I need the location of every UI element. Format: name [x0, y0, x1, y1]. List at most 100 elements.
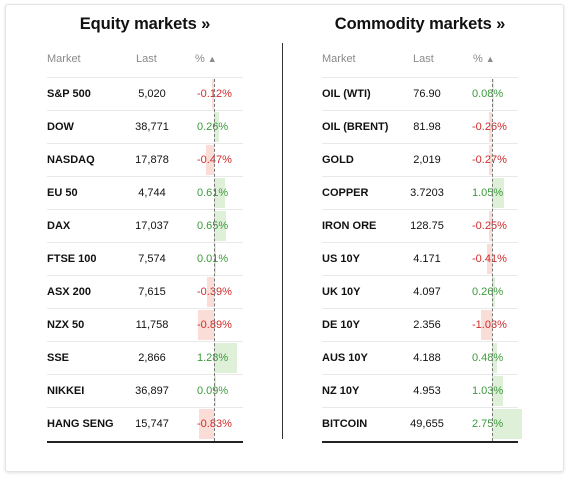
market-name[interactable]: DAX	[47, 220, 71, 232]
positive-change-bar	[492, 79, 494, 109]
commodity-col-last[interactable]: Last	[413, 53, 434, 65]
positive-change-bar	[492, 409, 523, 439]
table-row[interactable]: COPPER 3.7203 1.05%	[322, 176, 518, 209]
market-name[interactable]: NIKKEI	[47, 385, 85, 397]
equity-table-body: S&P 500 5,020 -0.12% DOW 38,771 0.26% NASDAQ 17…	[47, 77, 243, 440]
percent-change: -0.12%	[197, 88, 232, 100]
market-name[interactable]: DOW	[47, 121, 74, 133]
table-row[interactable]: AUS 10Y 4.188 0.48%	[322, 341, 518, 374]
table-row[interactable]: UK 10Y 4.097 0.26%	[322, 275, 518, 308]
equity-title-link[interactable]: Equity markets »	[47, 15, 243, 34]
market-name[interactable]: US 10Y	[322, 253, 360, 265]
table-row[interactable]: GOLD 2,019 -0.27%	[322, 143, 518, 176]
commodity-bottom-rule	[322, 441, 518, 443]
commodity-table-header: Market Last % ▲	[322, 53, 518, 75]
last-value: 7,574	[138, 253, 166, 265]
equity-title: Equity markets	[79, 15, 197, 33]
table-row[interactable]: EU 50 4,744 0.61%	[47, 176, 243, 209]
commodity-title-chevron-icon: »	[496, 15, 506, 33]
market-name[interactable]: FTSE 100	[47, 253, 97, 265]
market-name[interactable]: SSE	[47, 352, 70, 364]
market-name[interactable]: OIL (WTI)	[322, 88, 371, 100]
market-name[interactable]: NZX 50	[47, 319, 85, 331]
table-row[interactable]: DOW 38,771 0.26%	[47, 110, 243, 143]
market-name[interactable]: GOLD	[322, 154, 354, 166]
market-name[interactable]: AUS 10Y	[322, 352, 368, 364]
equity-bottom-rule	[47, 441, 243, 443]
positive-change-bar	[492, 178, 504, 208]
market-name[interactable]: NZ 10Y	[322, 385, 360, 397]
equity-col-market[interactable]: Market	[47, 53, 81, 65]
negative-change-bar	[211, 79, 214, 109]
table-row[interactable]: BITCOIN 49,655 2.75%	[322, 407, 523, 440]
commodity-col-pct[interactable]: % ▲	[473, 53, 495, 65]
percent-change: 1.03%	[472, 385, 504, 397]
last-value: 7,615	[138, 286, 166, 298]
negative-change-bar	[487, 244, 492, 274]
positive-change-bar	[214, 376, 216, 406]
commodity-title-link[interactable]: Commodity markets »	[322, 15, 518, 34]
table-row[interactable]: NZX 50 11,758 -0.89%	[47, 308, 243, 341]
last-value: 15,747	[135, 418, 169, 430]
percent-change: -0.27%	[472, 154, 507, 166]
table-row[interactable]: SSE 2,866 1.28%	[47, 341, 243, 374]
positive-change-bar	[492, 343, 498, 373]
last-value: 2,866	[138, 352, 166, 364]
positive-change-bar	[492, 277, 495, 307]
market-name[interactable]: IRON ORE	[322, 220, 377, 232]
last-value: 4.097	[413, 286, 441, 298]
table-row[interactable]: OIL (BRENT) 81.98 -0.26%	[322, 110, 518, 143]
market-name[interactable]: S&P 500	[47, 88, 91, 100]
market-name[interactable]: ASX 200	[47, 286, 92, 298]
negative-change-bar	[480, 310, 492, 340]
positive-change-bar	[214, 211, 226, 241]
panel-divider	[282, 43, 283, 439]
negative-change-bar	[489, 211, 492, 241]
equity-table-header: Market Last % ▲	[47, 53, 243, 75]
percent-change: -0.47%	[197, 154, 232, 166]
last-value: 81.98	[413, 121, 441, 133]
table-row[interactable]: DE 10Y 2.356 -1.03%	[322, 308, 518, 341]
market-name[interactable]: NASDAQ	[47, 154, 95, 166]
table-row[interactable]: ASX 200 7,615 -0.39%	[47, 275, 243, 308]
percent-change: 0.65%	[197, 220, 229, 232]
equity-col-last[interactable]: Last	[136, 53, 157, 65]
equity-col-pct[interactable]: % ▲	[195, 53, 217, 65]
table-row[interactable]: FTSE 100 7,574 0.01%	[47, 242, 243, 275]
market-name[interactable]: OIL (BRENT)	[322, 121, 389, 133]
market-name[interactable]: UK 10Y	[322, 286, 361, 298]
market-name[interactable]: HANG SENG	[47, 418, 114, 430]
last-value: 3.7203	[410, 187, 444, 199]
table-row[interactable]: US 10Y 4.171 -0.41%	[322, 242, 518, 275]
negative-change-bar	[489, 145, 492, 175]
table-row[interactable]: HANG SENG 15,747 -0.83%	[47, 407, 243, 440]
market-name[interactable]: DE 10Y	[322, 319, 360, 331]
percent-change: -1.03%	[472, 319, 507, 331]
percent-change: 0.01%	[197, 253, 229, 265]
market-name[interactable]: EU 50	[47, 187, 78, 199]
negative-change-bar	[197, 310, 214, 340]
commodity-col-market[interactable]: Market	[322, 53, 356, 65]
negative-change-bar	[199, 409, 214, 439]
table-row[interactable]: NZ 10Y 4.953 1.03%	[322, 374, 518, 407]
positive-change-bar	[214, 178, 225, 208]
last-value: 17,878	[135, 154, 169, 166]
markets-widget: Equity markets » Market Last % ▲ S&P 500 5…	[5, 4, 564, 472]
table-row[interactable]: DAX 17,037 0.65%	[47, 209, 243, 242]
percent-change: -0.41%	[472, 253, 507, 265]
last-value: 128.75	[410, 220, 444, 232]
table-row[interactable]: OIL (WTI) 76.90 0.08%	[322, 77, 518, 110]
table-row[interactable]: IRON ORE 128.75 -0.25%	[322, 209, 518, 242]
market-name[interactable]: COPPER	[322, 187, 369, 199]
table-row[interactable]: NIKKEI 36,897 0.09%	[47, 374, 243, 407]
percent-change: -0.26%	[472, 121, 507, 133]
last-value: 4,744	[138, 187, 166, 199]
last-value: 2.356	[413, 319, 441, 331]
commodity-col-pct-label: %	[473, 53, 483, 65]
equity-title-chevron-icon: »	[201, 15, 211, 33]
last-value: 4.188	[413, 352, 441, 364]
market-name[interactable]: BITCOIN	[322, 418, 368, 430]
commodity-title: Commodity markets	[334, 15, 492, 33]
last-value: 5,020	[138, 88, 166, 100]
positive-change-bar	[214, 343, 238, 373]
